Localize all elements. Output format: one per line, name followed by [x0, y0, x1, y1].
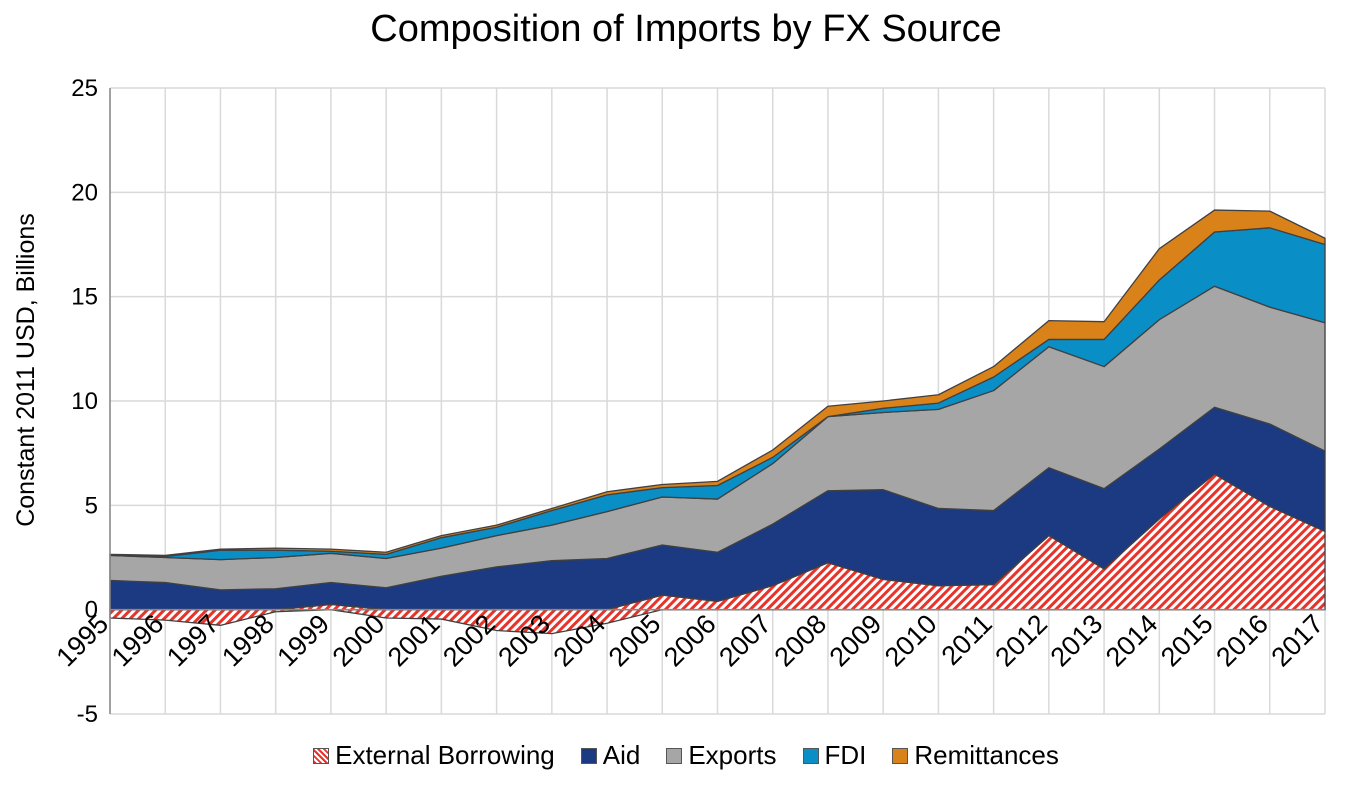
- y-axis-label: Constant 2011 USD, Billions: [12, 213, 40, 527]
- area-remittances-positive: [109, 209, 1326, 558]
- legend-label: Remittances: [914, 740, 1059, 770]
- legend-swatch: [892, 747, 909, 764]
- x-tick-label: 2006: [658, 609, 722, 673]
- area-layer: [109, 209, 1326, 635]
- chart-title: Composition of Imports by FX Source: [370, 8, 1002, 50]
- x-tick-label: 2011: [936, 609, 998, 671]
- y-tick-label: 25: [71, 75, 98, 102]
- y-tick-label: 10: [71, 388, 98, 415]
- legend-item: Exports: [666, 740, 777, 771]
- x-tick-label: 2017: [1266, 609, 1330, 673]
- x-tick-label: 2010: [879, 609, 943, 673]
- legend-label: Exports: [688, 740, 777, 770]
- x-tick-label: 2007: [713, 609, 777, 673]
- y-tick-label: 5: [85, 492, 98, 519]
- x-tick-label: 2015: [1155, 609, 1219, 673]
- legend-label: Aid: [602, 740, 641, 770]
- x-tick-label: 2009: [824, 609, 888, 673]
- x-tick-label: 2016: [1210, 609, 1274, 673]
- legend-item: Remittances: [892, 740, 1059, 771]
- x-tick-label: 2000: [327, 609, 391, 673]
- legend-label: FDI: [824, 740, 867, 770]
- legend-swatch: [802, 747, 819, 764]
- x-tick-label: 2008: [769, 609, 833, 673]
- x-tick-label: 2012: [989, 609, 1053, 673]
- y-tick-label: 0: [85, 597, 98, 624]
- legend-item: Aid: [580, 740, 641, 771]
- legend-swatch: [580, 747, 597, 764]
- legend-label: External Borrowing: [335, 740, 555, 770]
- legend-item: External Borrowing: [313, 740, 555, 771]
- y-tick-label: 15: [71, 284, 98, 311]
- x-tick-label: 1999: [271, 609, 335, 673]
- y-tick-label: -5: [77, 701, 98, 728]
- legend-item: FDI: [802, 740, 867, 771]
- x-tick-label: 2014: [1100, 609, 1164, 673]
- legend-swatch: [666, 747, 683, 764]
- y-tick-label: 20: [71, 179, 98, 206]
- x-tick-label: 1995: [51, 609, 115, 673]
- x-tick-label: 2013: [1045, 609, 1109, 673]
- legend-swatch: [313, 747, 330, 764]
- legend: External Borrowing Aid Exports FDI Remittanc…: [0, 740, 1372, 771]
